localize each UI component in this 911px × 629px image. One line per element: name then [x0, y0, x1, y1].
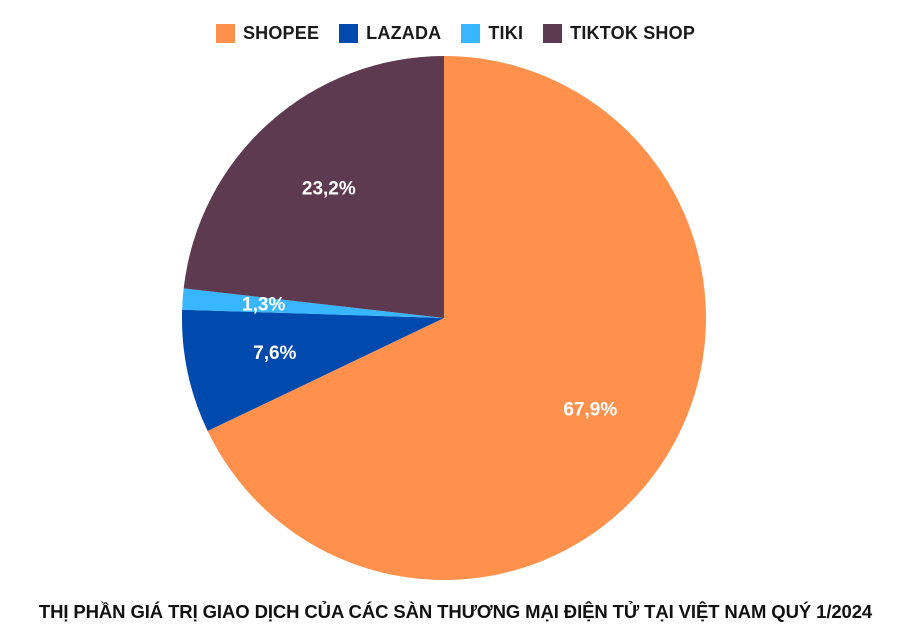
chart-legend: SHOPEE LAZADA TIKI TIKTOK SHOP	[0, 20, 911, 46]
pie-slice-lazada	[182, 309, 445, 432]
legend-item-tiki: TIKI	[461, 23, 523, 44]
pie-slice-tiktok-shop	[183, 56, 445, 318]
pie-slice-tiki	[182, 288, 445, 318]
legend-label-lazada: LAZADA	[366, 22, 442, 43]
pie-label-tiki: 1,3%	[242, 294, 285, 315]
legend-item-tiktok-shop: TIKTOK SHOP	[543, 23, 695, 44]
legend-label-tiktok-shop: TIKTOK SHOP	[570, 22, 696, 43]
pie-label-lazada: 7,6%	[253, 343, 296, 364]
legend-item-lazada: LAZADA	[339, 23, 441, 44]
legend-item-shopee: SHOPEE	[215, 22, 320, 44]
pie-label-shopee: 67,9%	[563, 400, 617, 421]
legend-label-shopee: SHOPEE	[242, 22, 320, 43]
legend-swatch-tiki	[461, 23, 481, 43]
legend-swatch-shopee	[215, 23, 235, 43]
pie-slice-labels: 67,9% 7,6% 1,3% 23,2%	[242, 179, 617, 421]
legend-label-tiki: TIKI	[488, 22, 524, 43]
pie-label-tiktok-shop: 23,2%	[302, 179, 356, 200]
chart-title: THỊ PHẦN GIÁ TRỊ GIAO DỊCH CỦA CÁC SÀN T…	[38, 601, 873, 622]
legend-swatch-tiktok-shop	[543, 23, 563, 43]
pie-slice-shopee	[207, 56, 707, 580]
pie-slices	[182, 56, 707, 580]
legend-swatch-lazada	[339, 23, 359, 43]
